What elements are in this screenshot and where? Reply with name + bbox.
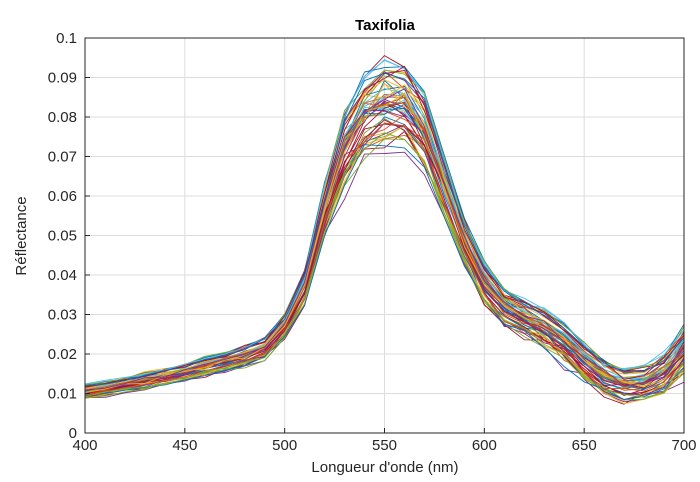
y-tick-label: 0.07 [48,149,77,166]
x-tick-label: 450 [172,437,197,454]
x-tick-label: 500 [272,437,297,454]
spectrum-line [84,138,685,401]
y-tick-label: 0 [69,425,77,442]
spectrum-line [84,109,685,393]
spectrum-line [84,144,685,401]
spectrum-line [84,88,685,391]
y-tick-label: 0.01 [48,386,77,403]
x-axis-label: Longueur d'onde (nm) [311,459,458,476]
y-tick-label: 0.06 [48,188,77,205]
spectrum-line [84,72,685,387]
spectrum-line [84,122,685,395]
x-tick-label: 400 [72,437,97,454]
y-tick-label: 0.03 [48,307,77,324]
y-tick-label: 0.05 [48,228,77,245]
spectrum-line [84,132,685,398]
y-tick-label: 0.08 [48,109,77,126]
x-tick-label: 550 [372,437,397,454]
y-axis-label: Réflectance [13,196,30,275]
reflectance-series [84,55,685,405]
spectrum-line [84,60,685,385]
x-tick-label: 700 [671,437,696,454]
spectrum-line [84,88,685,391]
y-tick-label: 0.09 [48,70,77,87]
x-tick-label: 600 [472,437,497,454]
y-tick-label: 0.02 [48,346,77,363]
spectrum-line [84,93,685,393]
spectrum-line [84,84,685,390]
y-tick-label: 0.1 [56,30,77,47]
spectrum-line [84,101,685,395]
x-tick-label: 650 [572,437,597,454]
x-axis-ticks: 400 450 500 550 600 650 700 [72,428,697,454]
chart-title: Taxifolia [355,17,415,34]
y-tick-label: 0.04 [48,267,77,284]
spectrum-line [84,65,685,388]
y-axis-ticks: 0 0.01 0.02 0.03 0.04 0.05 0.06 0.07 0.08 0.09 0.1 [48,30,90,442]
